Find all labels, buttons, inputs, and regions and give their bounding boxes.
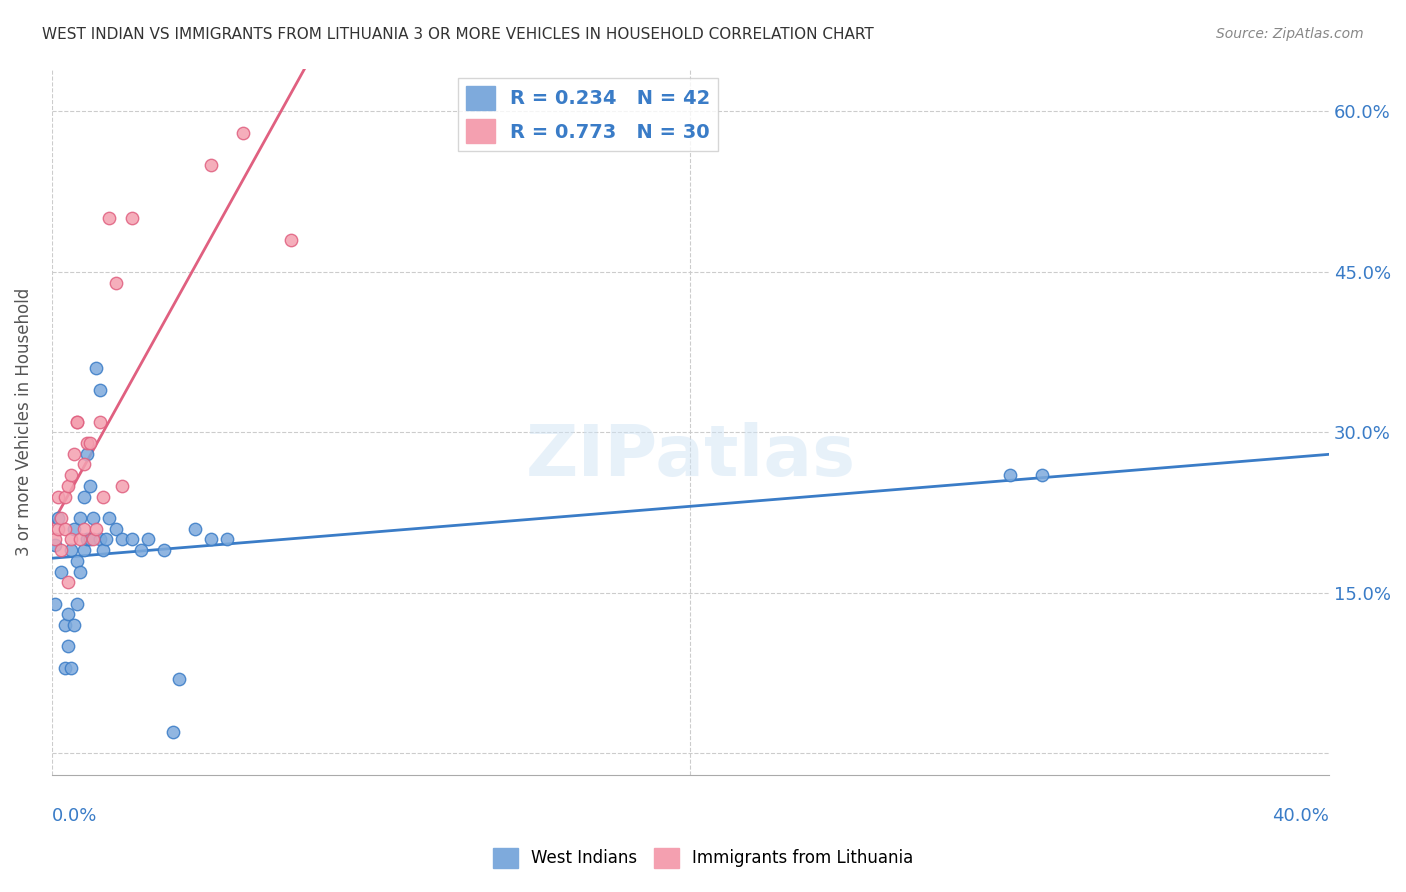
Point [79,436,101,450]
Point [53,522,76,536]
Text: WEST INDIAN VS IMMIGRANTS FROM LITHUANIA 3 OR MORE VEHICLES IN HOUSEHOLD CORRELA: WEST INDIAN VS IMMIGRANTS FROM LITHUANIA… [42,27,875,42]
Point [59,543,82,558]
Point [63,447,86,461]
Point [86,361,108,376]
Point [91,543,114,558]
Y-axis label: 3 or more Vehicles in Household: 3 or more Vehicles in Household [15,287,32,556]
Point [280,233,302,247]
Point [56,575,79,590]
Point [200,158,222,172]
Point [69,511,91,525]
Point [59,533,82,547]
Point [66,415,89,429]
Point [121,533,143,547]
Point [56,479,79,493]
Point [53,490,76,504]
Point [51,565,73,579]
Point [76,436,98,450]
Point [76,533,98,547]
Point [152,543,174,558]
Point [217,533,239,547]
Point [104,276,127,290]
Point [129,543,152,558]
Point [63,618,86,632]
Point [89,415,111,429]
Point [82,533,104,547]
Point [51,543,73,558]
Point [66,597,89,611]
Point [44,597,66,611]
Point [98,511,121,525]
Point [232,126,254,140]
Point [79,533,101,547]
Point [184,522,207,536]
Point [98,211,121,226]
Text: 0.0%: 0.0% [52,806,97,825]
Point [76,447,98,461]
Point [89,533,111,547]
Point [82,511,104,525]
Point [73,522,96,536]
Point [111,533,134,547]
Point [46,511,69,525]
Point [73,458,96,472]
Point [94,533,117,547]
Point [69,533,91,547]
Text: 40.0%: 40.0% [1272,806,1329,825]
Point [53,661,76,675]
Point [89,383,111,397]
Point [73,490,96,504]
Point [104,522,127,536]
Point [79,479,101,493]
Point [59,661,82,675]
Point [44,538,66,552]
Point [169,672,191,686]
Point [66,415,89,429]
Point [73,543,96,558]
Point [51,511,73,525]
Point [44,533,66,547]
Point [86,522,108,536]
Point [69,565,91,579]
Point [53,618,76,632]
Point [121,211,143,226]
Text: Source: ZipAtlas.com: Source: ZipAtlas.com [1216,27,1364,41]
Point [162,725,184,739]
Text: ZIPatlas: ZIPatlas [526,423,855,491]
Point [111,479,134,493]
Point [46,490,69,504]
Point [136,533,159,547]
Point [91,490,114,504]
Point [56,607,79,622]
Point [59,468,82,483]
Point [66,554,89,568]
Point [200,533,222,547]
Point [1031,468,1053,483]
Legend: West Indians, Immigrants from Lithuania: West Indians, Immigrants from Lithuania [486,841,920,875]
Legend: R = 0.234   N = 42, R = 0.773   N = 30: R = 0.234 N = 42, R = 0.773 N = 30 [458,78,718,151]
Point [63,522,86,536]
Point [56,640,79,654]
Point [46,522,69,536]
Point [998,468,1021,483]
